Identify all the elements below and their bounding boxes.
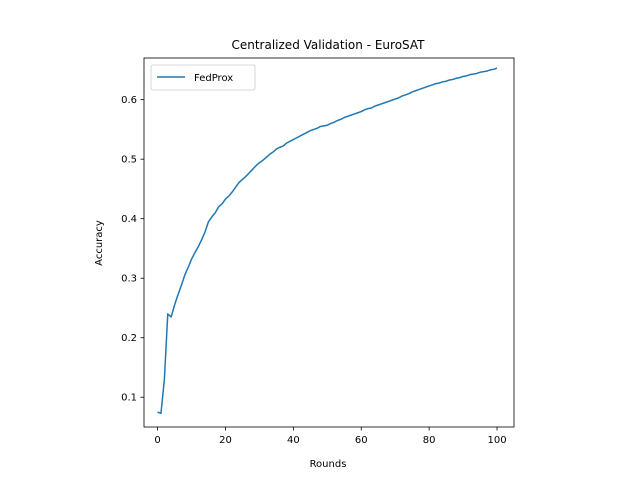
x-tick-label: 20 (219, 435, 232, 446)
plot-area: 0 20 40 60 80 100 0.1 0.2 0.3 0.4 0.5 0.6 FedProx (121, 57, 515, 446)
y-tick-label: 0.3 (121, 274, 137, 285)
x-tick-label: 40 (287, 435, 300, 446)
y-axis-label: Accuracy (94, 220, 105, 266)
legend-entry: FedProx (194, 73, 233, 84)
x-tick-label: 100 (487, 435, 506, 446)
y-tick-label: 0.2 (121, 333, 137, 344)
x-tick-label: 60 (355, 435, 368, 446)
y-tick-label: 0.1 (121, 393, 137, 404)
x-tick-label: 0 (154, 435, 160, 446)
chart-title: Centralized Validation - EuroSAT (231, 38, 425, 52)
y-tick-label: 0.4 (121, 214, 137, 225)
x-axis-label: Rounds (310, 459, 347, 470)
y-tick-label: 0.6 (121, 95, 137, 106)
y-tick-label: 0.5 (121, 155, 137, 166)
x-tick-label: 80 (423, 435, 436, 446)
legend-box (150, 64, 256, 91)
series-line-fedprox (157, 67, 498, 415)
axes-frame (143, 57, 515, 428)
